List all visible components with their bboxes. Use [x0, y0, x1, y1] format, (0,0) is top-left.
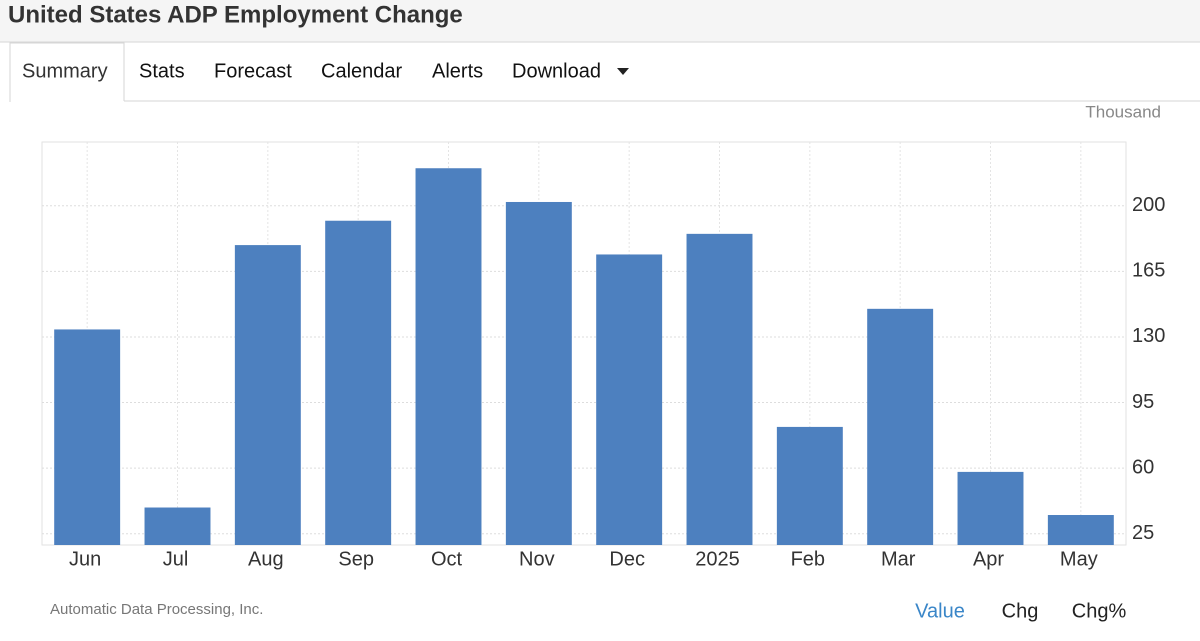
x-tick-label: Feb [791, 548, 825, 570]
bar [596, 254, 663, 545]
active-tab [9, 42, 125, 102]
toggle[interactable]: Chg% [1072, 600, 1127, 622]
bar [776, 426, 843, 545]
x-tick-label: May [1060, 548, 1098, 570]
tab[interactable]: Stats [139, 60, 185, 82]
tab[interactable]: Summary [22, 60, 108, 82]
bar [957, 471, 1024, 545]
bar [144, 507, 211, 545]
y-tick-label: 165 [1132, 260, 1165, 282]
toggle[interactable]: Chg [1002, 600, 1039, 622]
page-title: United States ADP Employment Change [8, 1, 463, 28]
bar [686, 233, 753, 546]
x-tick-label: Oct [431, 548, 463, 570]
unit-label: Thousand [1085, 102, 1161, 121]
bar [234, 245, 301, 545]
bar [415, 168, 482, 545]
bar [505, 201, 572, 546]
y-tick-label: 60 [1132, 456, 1154, 478]
title-bar [0, 0, 1200, 42]
y-tick-label: 130 [1132, 325, 1165, 347]
x-tick-label: 2025 [695, 548, 740, 570]
x-tick-label: Mar [881, 548, 916, 570]
dropdown-caret[interactable] [617, 68, 629, 75]
y-tick-label: 200 [1132, 194, 1165, 216]
y-tick-label: 95 [1132, 391, 1154, 413]
x-tick-label: Jun [69, 548, 101, 570]
tab[interactable]: Download [512, 60, 601, 82]
x-tick-label: Dec [609, 548, 645, 570]
plot-frame [41, 141, 1127, 546]
toggle[interactable]: Value [915, 600, 965, 622]
x-tick-label: Jul [163, 548, 189, 570]
bar [325, 220, 392, 545]
bar [1047, 515, 1114, 545]
y-tick-label: 25 [1132, 522, 1154, 544]
x-tick-label: Aug [248, 548, 284, 570]
x-tick-label: Sep [338, 548, 374, 570]
x-tick-label: Nov [519, 548, 555, 570]
bar [54, 329, 121, 545]
source: Automatic Data Processing, Inc. [50, 601, 263, 618]
tab[interactable]: Alerts [432, 60, 483, 82]
tab[interactable]: Forecast [214, 60, 292, 82]
bar [867, 308, 934, 545]
tab[interactable]: Calendar [321, 60, 403, 82]
x-tick-label: Apr [973, 548, 1004, 570]
